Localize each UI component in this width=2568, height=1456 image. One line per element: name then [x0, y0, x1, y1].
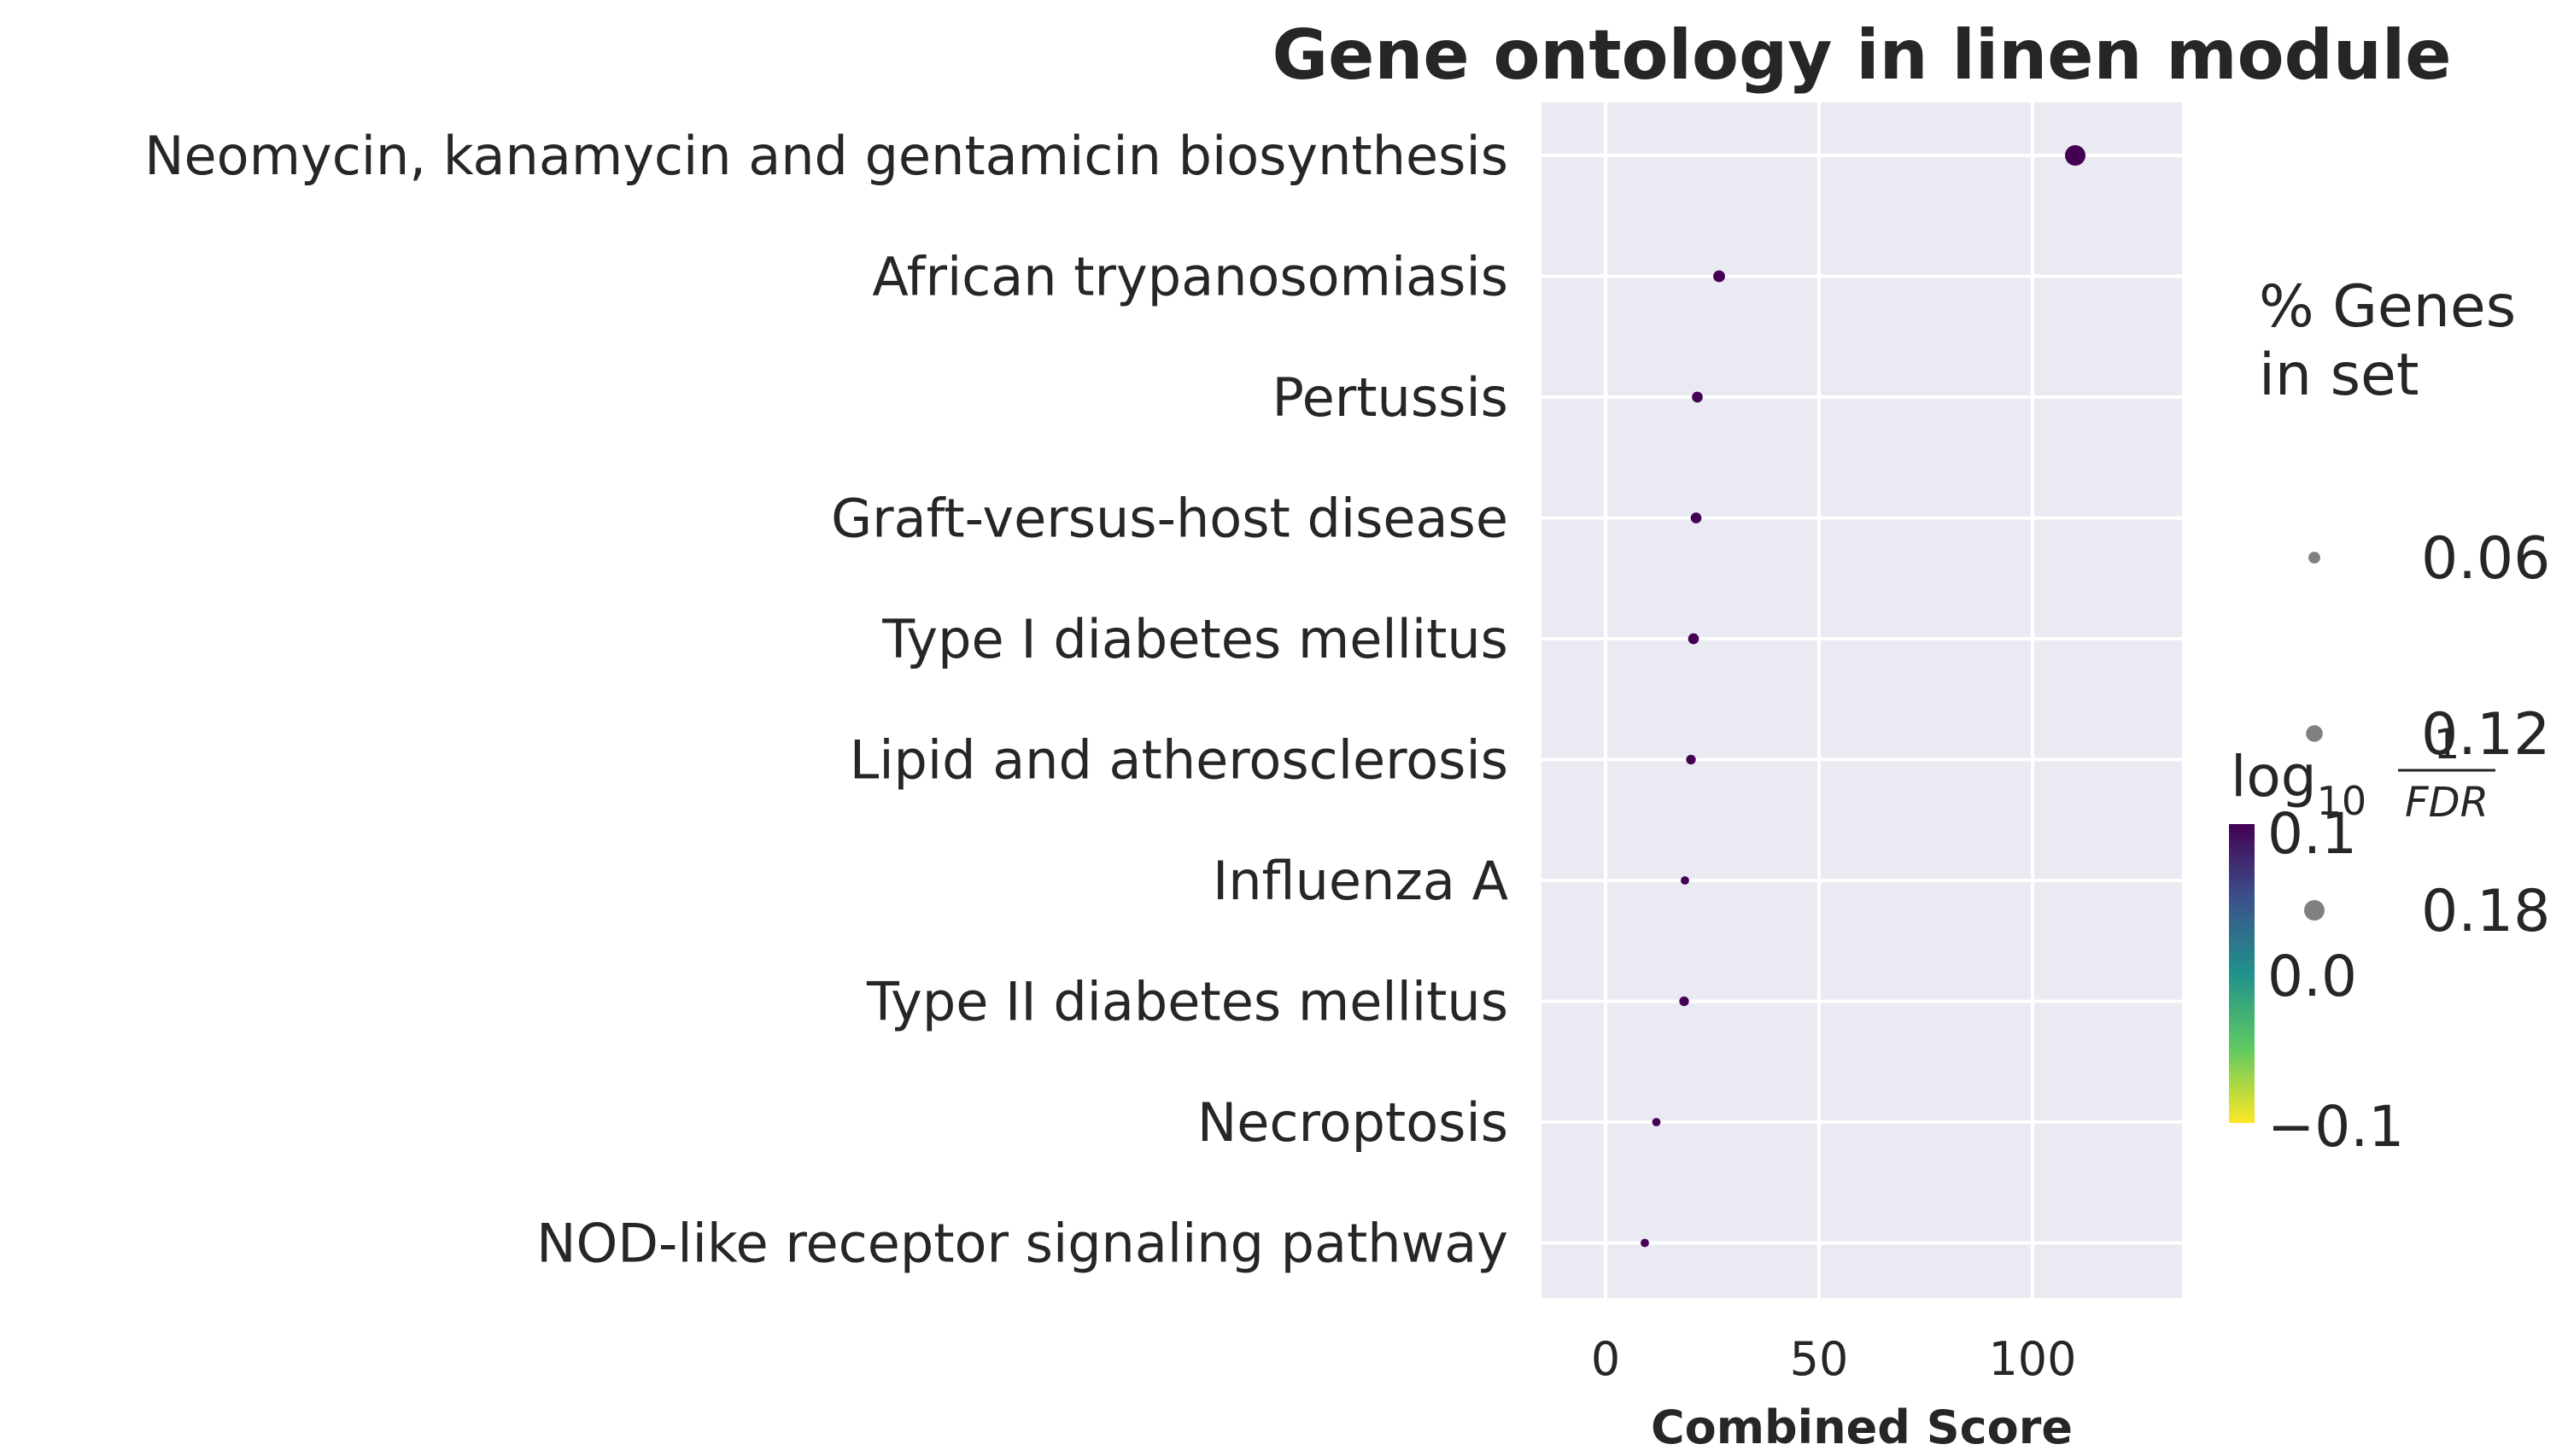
data-point-9: [1641, 1238, 1649, 1248]
size-legend-marker-1: [2306, 725, 2323, 742]
category-label-2: Pertussis: [1272, 366, 1508, 429]
size-legend-title-line1: % Genes: [2259, 273, 2516, 341]
size-legend-label-0: 0.06: [2421, 525, 2550, 593]
colorbar-tick-0: 0.1: [2267, 801, 2357, 867]
plot-area: [1541, 102, 2182, 1298]
colorbar-tick-1: 0.0: [2267, 944, 2357, 1009]
colorbar: log10 1 FDR 0.1 0.0 −0.1: [2229, 721, 2495, 1160]
colorbar-title-subscript: 10: [2317, 778, 2367, 824]
data-point-1: [1713, 270, 1725, 283]
size-legend-marker-0: [2308, 552, 2320, 564]
category-label-4: Type I diabetes mellitus: [881, 608, 1508, 670]
category-label-0: Neomycin, kanamycin and gentamicin biosy…: [144, 125, 1508, 187]
data-point-2: [1692, 391, 1703, 403]
colorbar-fraction-numerator: 1: [2434, 721, 2460, 769]
data-point-8: [1652, 1118, 1661, 1126]
colorbar-fraction-denominator: FDR: [2405, 779, 2489, 827]
colorbar-tick-2: −0.1: [2267, 1094, 2404, 1160]
colorbar-title: log10: [2231, 744, 2366, 824]
category-labels: Neomycin, kanamycin and gentamicin biosy…: [144, 125, 1508, 1275]
size-legend-label-2: 0.18: [2421, 878, 2550, 945]
data-points: [1641, 145, 2085, 1248]
x-tick-labels: 0 50 100: [1591, 1332, 2077, 1386]
category-label-3: Graft-versus-host disease: [831, 488, 1508, 550]
size-legend-label-1: 0.12: [2421, 701, 2550, 769]
data-point-0: [2065, 145, 2085, 166]
data-point-3: [1690, 512, 1702, 523]
size-legend: % Genes in set 0.06 0.12 0.18: [2259, 273, 2550, 945]
x-tick-label-0: 0: [1591, 1332, 1620, 1386]
data-point-4: [1688, 633, 1699, 645]
data-point-7: [1679, 996, 1689, 1007]
grid-lines: [1541, 102, 2182, 1298]
colorbar-gradient: [2229, 824, 2255, 1123]
x-axis-label: Combined Score: [1651, 1400, 2073, 1454]
data-point-5: [1686, 754, 1696, 765]
colorbar-title-log: log: [2231, 744, 2317, 810]
category-label-7: Type II diabetes mellitus: [866, 971, 1508, 1033]
category-label-5: Lipid and atherosclerosis: [850, 729, 1508, 792]
x-tick-label-1: 50: [1790, 1332, 1849, 1386]
category-label-1: African trypanosomiasis: [872, 246, 1508, 308]
size-legend-marker-2: [2304, 900, 2325, 921]
category-label-8: Necroptosis: [1197, 1091, 1508, 1154]
category-label-9: NOD-like receptor signaling pathway: [536, 1213, 1508, 1275]
chart-title: Gene ontology in linen module: [1272, 15, 2451, 95]
x-tick-label-2: 100: [1988, 1332, 2076, 1386]
category-label-6: Influenza A: [1213, 850, 1508, 912]
size-legend-title-line2: in set: [2259, 342, 2419, 409]
data-point-6: [1681, 876, 1689, 885]
